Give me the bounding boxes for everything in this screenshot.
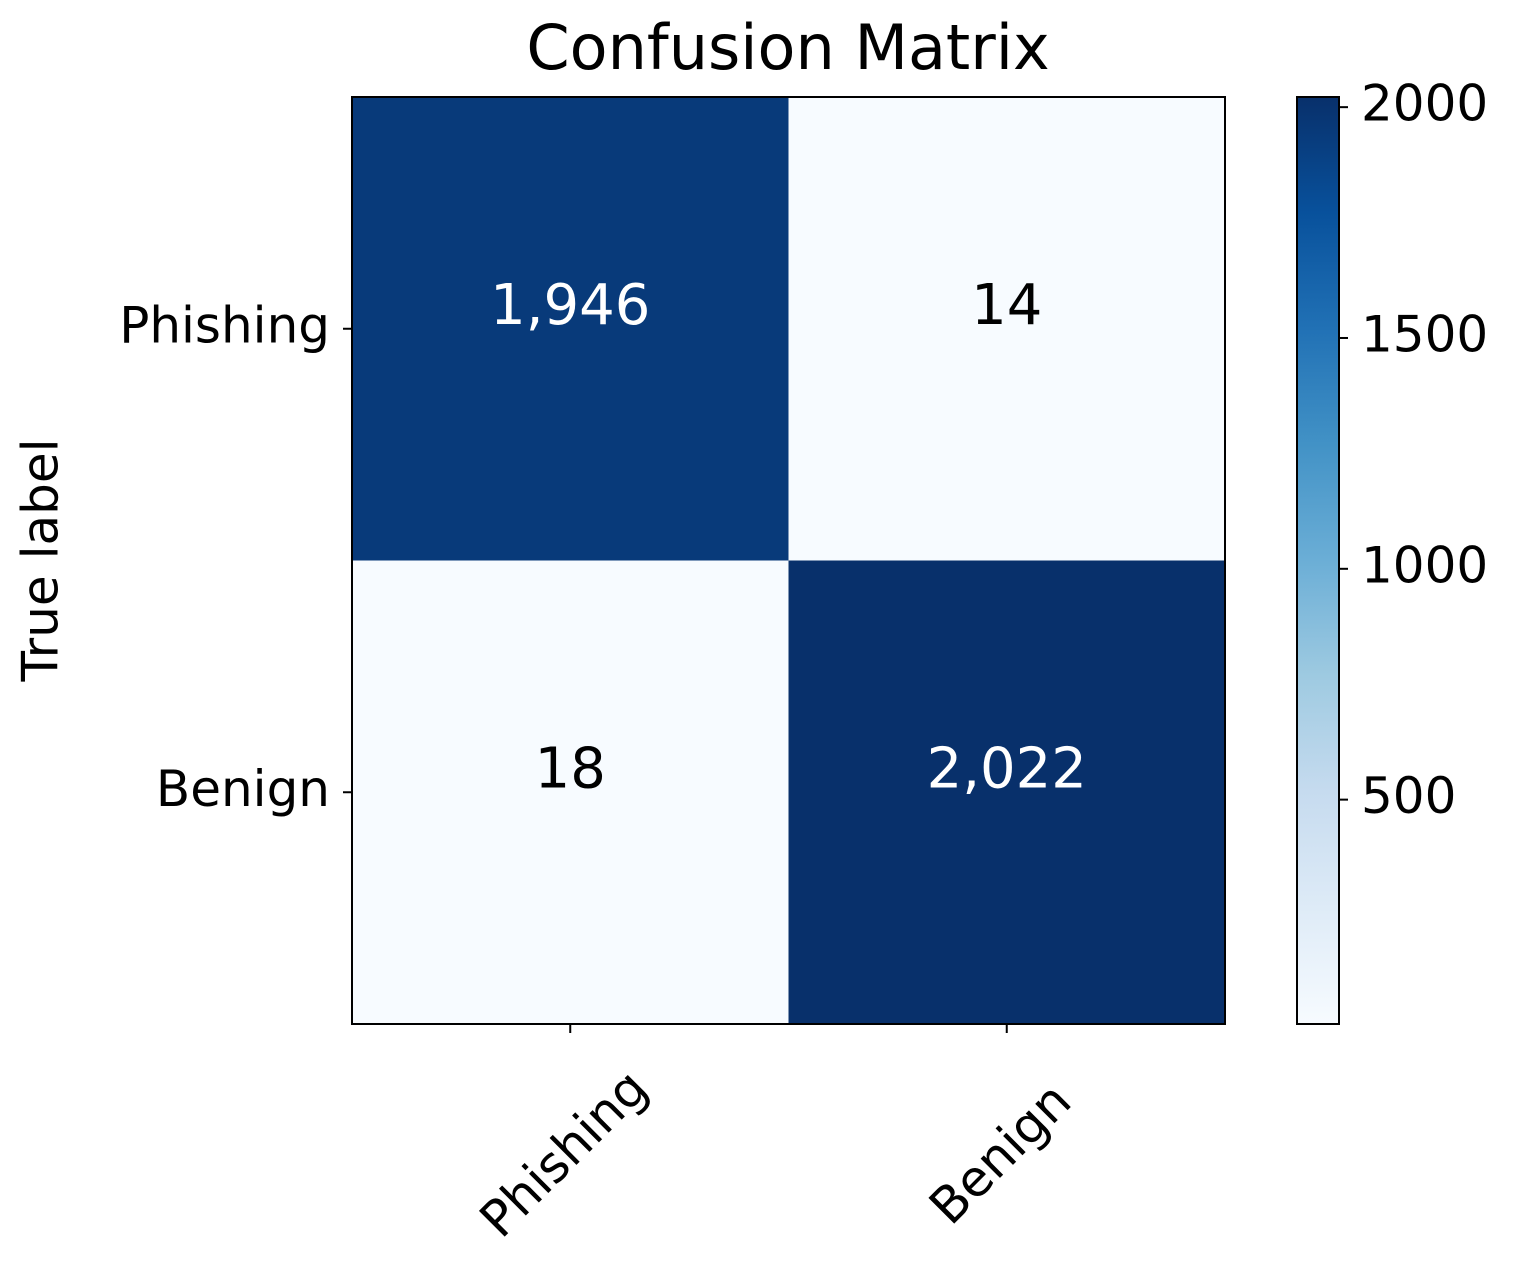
cell-label: 18 [535, 736, 606, 801]
heatmap-cell [352, 560, 789, 1024]
y-axis-label: True label [12, 438, 70, 682]
colorbar-tick-label: 1000 [1361, 536, 1488, 594]
heatmap-cell [788, 97, 1225, 561]
heatmap-cell [352, 97, 789, 561]
cell-label: 2,022 [927, 736, 1087, 801]
cell-label: 1,946 [490, 273, 650, 338]
colorbar [1296, 96, 1340, 1025]
heatmap-cell [788, 560, 1225, 1024]
colorbar-tick-label: 1500 [1361, 305, 1488, 363]
colorbar-tick-label: 2000 [1361, 75, 1488, 133]
y-tick-label: Phishing [119, 296, 330, 354]
y-tick-label: Benign [156, 760, 330, 818]
chart-title: Confusion Matrix [526, 11, 1049, 84]
x-tick-label: Benign [918, 1071, 1082, 1235]
plot-frame [351, 96, 1226, 1025]
colorbar-tick-label: 500 [1361, 767, 1456, 825]
x-tick-label: Phishing [469, 1058, 659, 1248]
cell-label: 14 [971, 273, 1042, 338]
